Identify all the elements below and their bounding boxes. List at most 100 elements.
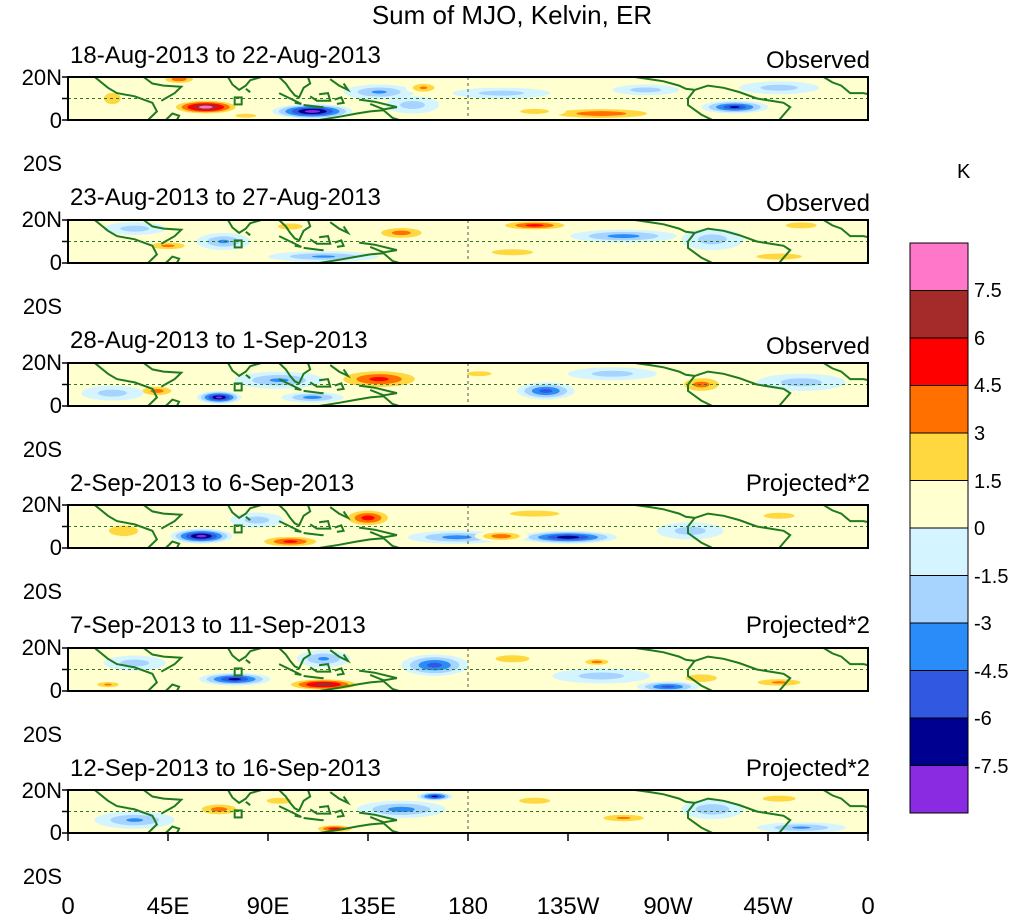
coastline <box>309 805 332 815</box>
coastline <box>245 515 251 521</box>
coastline <box>227 790 262 805</box>
coastline <box>303 532 324 537</box>
panel-6-tag: Projected*2 <box>745 755 870 782</box>
colorbar-swatch <box>909 480 969 529</box>
coastline <box>143 790 184 815</box>
coastline <box>309 235 332 245</box>
coastline <box>309 378 332 388</box>
lat-label-20n: 20N <box>21 635 62 660</box>
coastline <box>278 77 312 99</box>
coastline <box>329 221 351 236</box>
colorbar-label: 7.5 <box>974 280 1002 302</box>
coastline <box>358 241 398 254</box>
anomaly-contour <box>762 795 796 802</box>
coastline <box>94 790 159 833</box>
lon-label-180: 180 <box>447 893 489 920</box>
coastline <box>634 505 695 519</box>
lat-label-0: 0 <box>49 820 62 845</box>
colorbar-unit: K <box>957 161 971 183</box>
coastline <box>303 389 324 395</box>
anomaly-contour <box>369 377 389 382</box>
coastline <box>318 680 400 691</box>
coastline <box>278 520 302 533</box>
anomaly-contour <box>228 678 241 681</box>
anomaly-contour <box>371 90 387 94</box>
lat-label-20n: 20N <box>21 65 62 90</box>
anomaly-contour <box>171 77 187 82</box>
coastline <box>278 220 312 242</box>
coastline <box>823 363 868 382</box>
anomaly-contour <box>780 378 822 387</box>
coastline <box>278 378 302 391</box>
coastline <box>165 398 181 406</box>
coastline <box>165 683 181 691</box>
lon-label-45w: 45W <box>743 893 793 920</box>
coastline <box>227 220 262 235</box>
coastline <box>165 540 181 548</box>
lat-label-20n: 20N <box>21 207 62 232</box>
coastline <box>94 648 159 691</box>
coastline <box>227 77 262 92</box>
coastline <box>329 364 351 379</box>
anomaly-contour <box>578 672 625 680</box>
coastline <box>634 648 695 662</box>
panel-4-tag: Projected*2 <box>745 470 870 497</box>
coastline <box>278 805 302 818</box>
coastline <box>245 800 251 806</box>
anomaly-contour <box>763 512 795 519</box>
colorbar-swatch <box>909 765 969 814</box>
coastline <box>143 363 184 388</box>
anomaly-contour <box>109 525 139 537</box>
coastline <box>634 220 695 234</box>
coastline <box>694 370 792 406</box>
anomaly-contour <box>760 84 798 91</box>
lat-label-0: 0 <box>49 108 62 133</box>
coastline <box>143 77 184 102</box>
panel-3-tag: Observed <box>765 333 870 360</box>
coastline <box>245 374 251 379</box>
coastline <box>358 526 398 539</box>
coastline <box>245 87 251 93</box>
anomaly-contour <box>303 395 322 400</box>
lat-label-20s: 20S <box>22 864 62 889</box>
coastline <box>694 655 792 691</box>
coastline <box>143 220 184 245</box>
anomaly-contour <box>211 807 228 812</box>
anomaly-contour <box>495 655 530 663</box>
anomaly-contour <box>311 255 336 258</box>
anomaly-contour <box>217 239 230 244</box>
region-box <box>233 382 243 392</box>
lat-label-0: 0 <box>49 250 62 275</box>
colorbar-label: 3 <box>974 423 986 445</box>
anomaly-contour <box>215 396 223 399</box>
coastline <box>278 663 302 676</box>
lat-label-20s: 20S <box>22 294 62 319</box>
coastline <box>303 675 324 680</box>
coastline <box>318 537 400 548</box>
coastline <box>329 506 351 521</box>
anomaly-contour <box>427 662 443 668</box>
lat-label-0: 0 <box>49 393 62 418</box>
colorbar-swatch <box>909 290 969 339</box>
panel-1-date: 18-Aug-2013 to 22-Aug-2013 <box>70 42 381 69</box>
anomaly-contour <box>519 797 551 804</box>
coastline <box>165 825 181 833</box>
panel-1-tag: Observed <box>765 47 870 74</box>
colorbar-label: -3 <box>974 613 992 635</box>
colorbar-swatch <box>909 527 969 576</box>
lat-label-0: 0 <box>49 678 62 703</box>
anomaly-contour <box>729 106 740 109</box>
colorbar-label: -7.5 <box>974 756 1009 778</box>
anomaly-contour <box>120 659 150 667</box>
lat-label-20n: 20N <box>21 492 62 517</box>
anomaly-contour <box>693 381 710 388</box>
anomaly-contour <box>576 111 627 116</box>
lon-label-135w: 135W <box>536 893 600 920</box>
anomaly-contour <box>591 660 603 664</box>
anomaly-contour <box>387 806 415 812</box>
anomaly-contour <box>391 230 411 236</box>
coastline <box>634 790 695 804</box>
colorbar-swatch <box>909 670 969 719</box>
anomaly-contour <box>126 818 144 822</box>
anomaly-contour <box>785 222 817 229</box>
